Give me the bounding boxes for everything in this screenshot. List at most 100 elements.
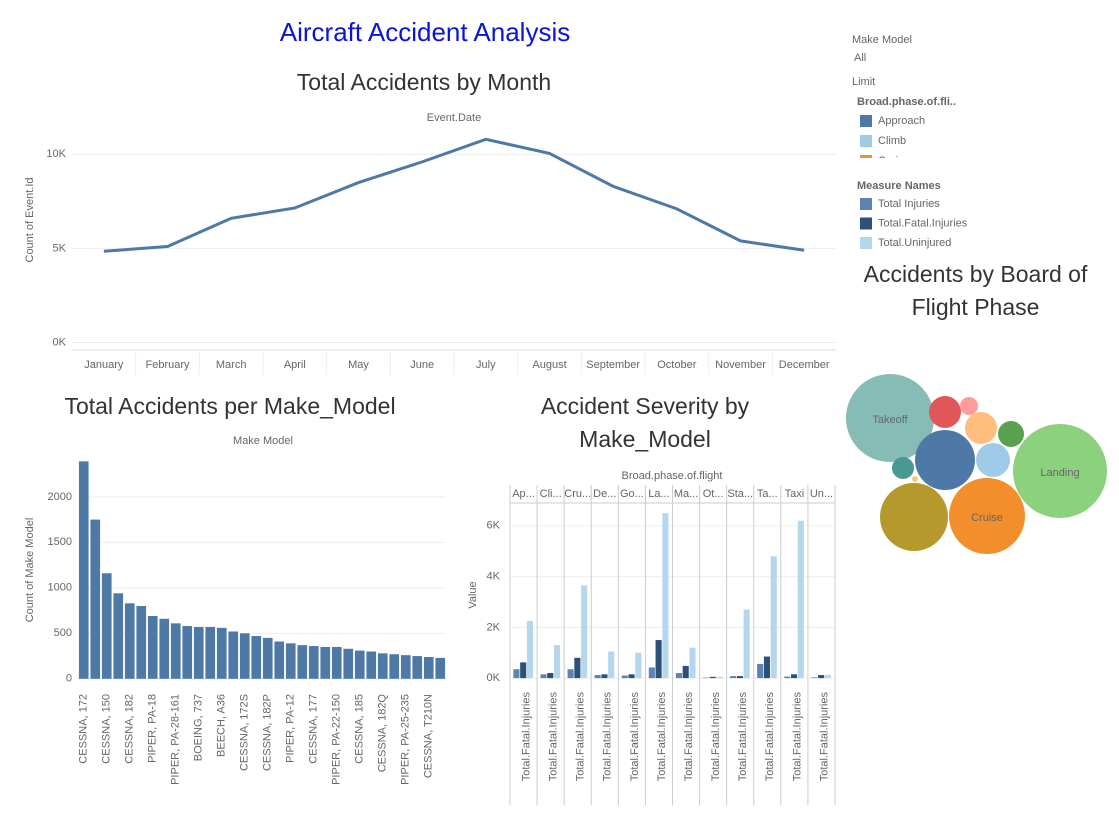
- bar: [716, 676, 723, 679]
- x-tick-label: Total.Fatal.Injuries: [791, 692, 803, 782]
- legend-swatch: [860, 217, 872, 230]
- x-tick-label: CESSNA, 182P: [262, 694, 274, 771]
- x-tick-label: Total.Fatal.Injuries: [764, 692, 776, 782]
- x-tick-label: Total.Fatal.Injuries: [818, 692, 830, 782]
- bar: [101, 573, 112, 679]
- x-tick-label: May: [348, 359, 369, 371]
- bar: [648, 667, 655, 679]
- dashboard-title: Aircraft Accident Analysis: [279, 17, 571, 47]
- bubble: [998, 421, 1024, 447]
- bar: [147, 616, 158, 679]
- chart-title: Accident Severity by Make_Model: [540, 393, 750, 452]
- chart-header: Event.Date: [427, 112, 481, 124]
- bar: [216, 627, 227, 679]
- y-tick-label: 4K: [487, 571, 501, 583]
- bar: [736, 676, 743, 679]
- y-tick-label: 0: [66, 673, 72, 685]
- bar: [343, 648, 354, 679]
- bar: [124, 603, 135, 679]
- bar: [389, 654, 400, 679]
- legend-label: Total.Fatal.Injuries: [878, 217, 968, 229]
- bar: [574, 657, 581, 679]
- bar: [784, 676, 791, 679]
- bubble: [912, 476, 918, 482]
- legend-swatch: [860, 155, 872, 158]
- chart-header: Make Model: [233, 435, 293, 447]
- bubble: [891, 456, 915, 480]
- facet-label: Sta...: [727, 488, 753, 500]
- legend-label: Climb: [878, 135, 906, 147]
- bar: [757, 663, 764, 679]
- bar: [193, 626, 204, 679]
- bar: [790, 674, 798, 679]
- x-tick-label: Total.Fatal.Injuries: [710, 692, 722, 782]
- y-tick-label: 1000: [48, 582, 72, 594]
- bar: [567, 669, 574, 679]
- legend-swatch: [860, 115, 872, 127]
- bubble: [915, 430, 975, 490]
- x-tick-label: Total.Fatal.Injuries: [575, 692, 587, 782]
- facet-label: Go...: [620, 488, 644, 500]
- x-tick-label: CESSNA, 182: [124, 694, 136, 764]
- x-tick-label: Total.Fatal.Injuries: [656, 692, 668, 782]
- bubble: [948, 477, 1026, 555]
- x-tick-label: Total.Fatal.Injuries: [683, 692, 695, 782]
- bar: [354, 650, 365, 679]
- x-tick-label: CESSNA, 185: [354, 694, 366, 764]
- x-tick-label: Total.Fatal.Injuries: [737, 692, 749, 782]
- bubble: [965, 412, 997, 444]
- x-tick-label: September: [586, 359, 640, 371]
- facet-label: Cru...: [564, 488, 591, 500]
- bar: [136, 606, 147, 679]
- bar: [621, 675, 628, 679]
- bar: [320, 646, 331, 679]
- bar: [689, 647, 696, 679]
- y-axis-label: Count of Make Model: [24, 518, 36, 623]
- filter-label: Limit: [852, 76, 875, 88]
- legend-label: Cruise: [878, 155, 910, 167]
- bar: [331, 646, 342, 679]
- facet-label: Ma...: [674, 488, 698, 500]
- facet-label: Ta...: [757, 488, 778, 500]
- bar: [594, 675, 601, 679]
- bar: [635, 652, 642, 679]
- y-axis-label: Value: [467, 581, 479, 608]
- bar: [423, 656, 434, 679]
- bar: [526, 621, 534, 679]
- bar: [730, 676, 737, 679]
- bubble: [1013, 424, 1107, 518]
- legend-swatch: [860, 135, 872, 147]
- bar: [770, 556, 777, 679]
- x-tick-label: October: [657, 359, 696, 371]
- x-tick-label: PIPER, PA-18: [147, 694, 159, 763]
- x-tick-label: PIPER, PA-28-161: [170, 694, 182, 785]
- y-tick-label: 6K: [487, 520, 501, 532]
- x-tick-label: January: [84, 359, 124, 371]
- bar: [554, 645, 561, 679]
- legend-label: Total.Uninjured: [878, 237, 951, 249]
- bar: [285, 643, 296, 679]
- bar: [297, 645, 308, 679]
- x-tick-label: August: [532, 359, 566, 371]
- bar: [435, 657, 446, 679]
- x-tick-label: June: [410, 359, 434, 371]
- bar: [682, 665, 689, 679]
- bubble: [959, 396, 979, 416]
- bar: [400, 655, 411, 679]
- y-axis-label: Count of Event.Id: [24, 178, 36, 263]
- facet-label: Cli...: [540, 488, 562, 500]
- x-tick-label: July: [476, 359, 496, 371]
- bar: [308, 646, 319, 679]
- x-tick-label: PIPER, PA-22-150: [331, 694, 343, 785]
- bubble-label: Landing: [1040, 467, 1079, 479]
- chart-title: Total Accidents by Month: [296, 69, 552, 95]
- y-tick-label: 0K: [487, 672, 501, 684]
- legend-swatch: [860, 198, 872, 210]
- x-tick-label: Total.Fatal.Injuries: [602, 692, 614, 782]
- x-tick-label: December: [779, 359, 830, 371]
- bar: [90, 519, 101, 679]
- y-tick-label: 2000: [48, 491, 72, 503]
- bubble: [846, 374, 934, 462]
- bar: [547, 673, 554, 679]
